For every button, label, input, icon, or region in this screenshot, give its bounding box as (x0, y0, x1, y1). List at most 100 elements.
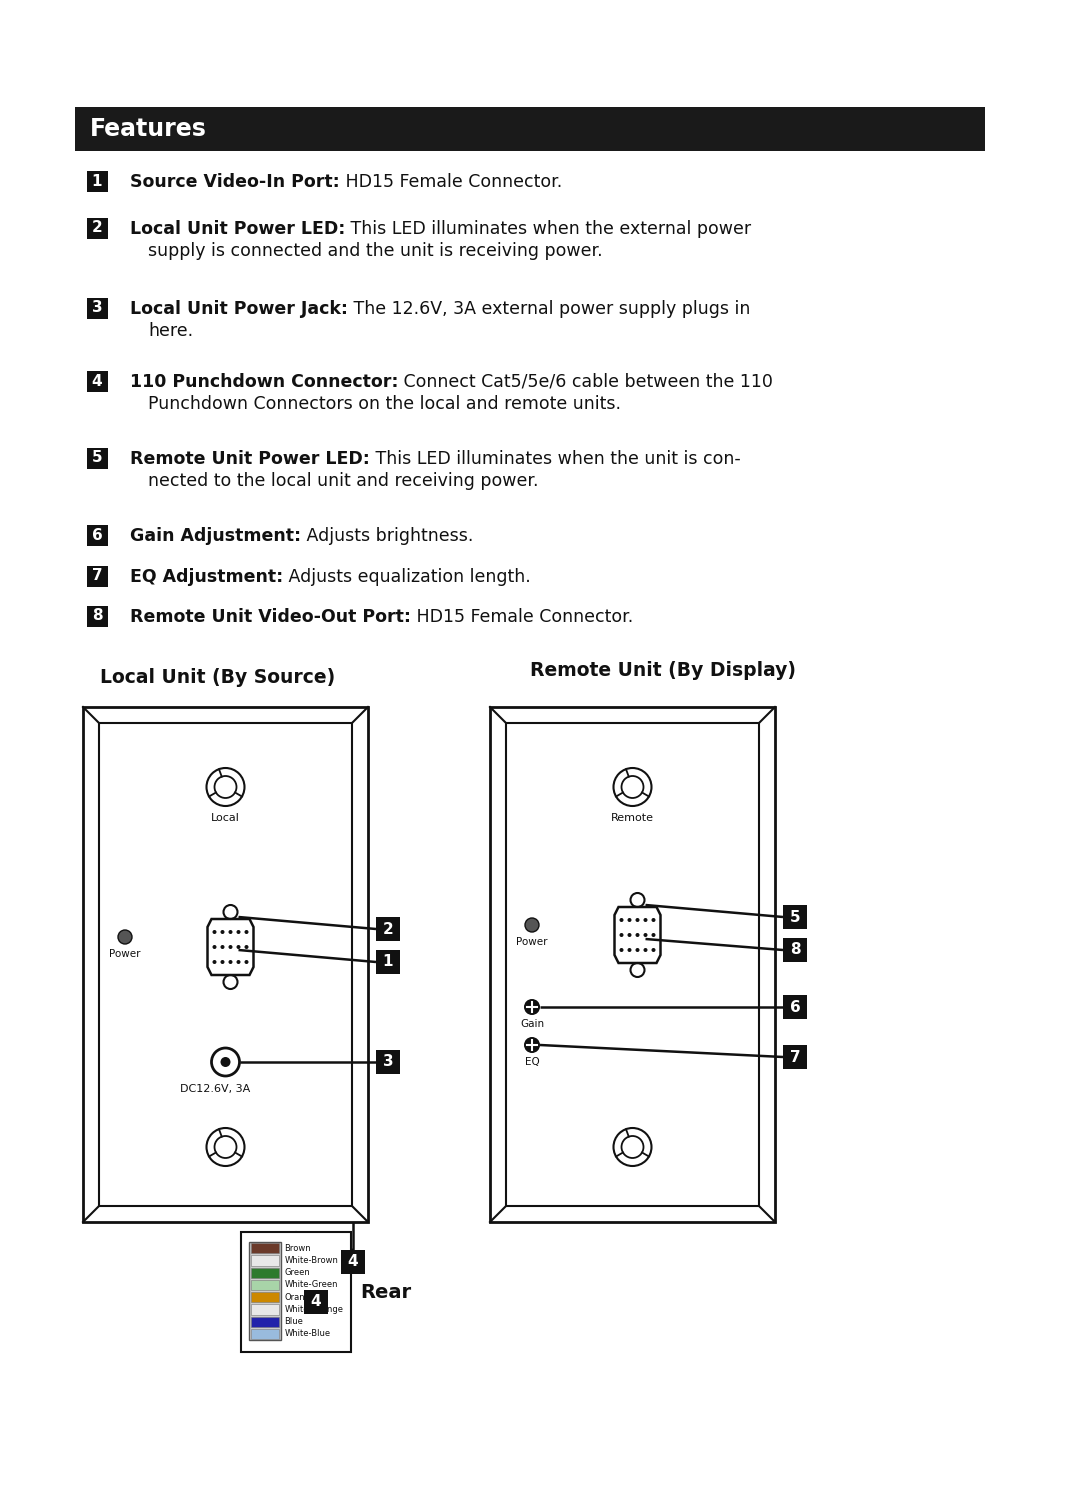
Circle shape (220, 1057, 230, 1068)
Circle shape (213, 930, 216, 935)
Circle shape (620, 948, 623, 951)
Bar (376, 950, 400, 974)
Text: Adjusts equalization length.: Adjusts equalization length. (283, 568, 531, 586)
Bar (86, 217, 108, 239)
Bar (251, 1243, 279, 1253)
Text: Local Unit (By Source): Local Unit (By Source) (100, 667, 335, 687)
Circle shape (627, 918, 632, 923)
Text: 7: 7 (92, 568, 103, 583)
Bar (490, 707, 775, 1222)
Circle shape (244, 960, 248, 963)
Text: This LED illuminates when the external power: This LED illuminates when the external p… (346, 220, 752, 239)
Text: EQ Adjustment:: EQ Adjustment: (130, 568, 283, 586)
Text: Local: Local (211, 812, 240, 823)
Circle shape (620, 933, 623, 938)
Text: 1: 1 (382, 954, 393, 969)
Text: Source Video-In Port:: Source Video-In Port: (130, 174, 340, 190)
Bar (251, 1255, 279, 1265)
Text: Punchdown Connectors on the local and remote units.: Punchdown Connectors on the local and re… (148, 396, 621, 414)
Circle shape (237, 960, 241, 963)
Circle shape (651, 933, 656, 938)
Bar (86, 171, 108, 192)
Circle shape (213, 945, 216, 948)
Bar (251, 1293, 279, 1302)
Text: nected to the local unit and receiving power.: nected to the local unit and receiving p… (148, 473, 539, 491)
Circle shape (627, 948, 632, 951)
Text: Connect Cat5/5e/6 cable between the 110: Connect Cat5/5e/6 cable between the 110 (399, 373, 773, 391)
Bar (251, 1280, 279, 1290)
Text: 6: 6 (92, 527, 103, 542)
Text: 1: 1 (92, 174, 103, 189)
Bar (376, 1049, 400, 1074)
Bar (251, 1329, 279, 1339)
Bar (241, 1232, 351, 1351)
Circle shape (620, 918, 623, 923)
Bar (251, 1317, 279, 1327)
Circle shape (627, 933, 632, 938)
Bar (783, 1045, 807, 1069)
Bar (86, 606, 108, 627)
Text: 4: 4 (92, 373, 103, 388)
Circle shape (524, 1037, 540, 1052)
Text: 3: 3 (382, 1054, 393, 1069)
Text: Remote Unit (By Display): Remote Unit (By Display) (530, 661, 796, 680)
Bar (86, 524, 108, 545)
Text: Features: Features (90, 116, 207, 140)
Circle shape (220, 960, 225, 963)
Text: White-Brown: White-Brown (284, 1256, 338, 1265)
Circle shape (220, 930, 225, 935)
Text: 2: 2 (92, 220, 103, 236)
Text: White-Orange: White-Orange (284, 1305, 343, 1314)
Bar (83, 707, 368, 1222)
Bar (783, 995, 807, 1019)
Circle shape (525, 918, 539, 932)
Text: Local Unit Power Jack:: Local Unit Power Jack: (130, 300, 348, 319)
Text: 6: 6 (789, 1000, 800, 1015)
Text: Brown: Brown (284, 1244, 311, 1253)
Circle shape (118, 930, 132, 944)
Circle shape (229, 945, 232, 948)
Circle shape (651, 948, 656, 951)
Bar (86, 297, 108, 319)
Circle shape (635, 933, 639, 938)
Text: Gain: Gain (519, 1019, 544, 1028)
Text: Local Unit Power LED:: Local Unit Power LED: (130, 220, 346, 239)
Bar (86, 370, 108, 391)
Text: Blue: Blue (284, 1317, 303, 1326)
Bar (75, 107, 985, 151)
Text: 8: 8 (92, 609, 103, 624)
Bar (86, 447, 108, 468)
Text: 4: 4 (348, 1255, 359, 1270)
Bar (507, 723, 759, 1206)
Text: Green: Green (284, 1268, 310, 1277)
Bar (251, 1305, 279, 1315)
Circle shape (524, 1000, 540, 1015)
Bar (376, 917, 400, 941)
Circle shape (244, 930, 248, 935)
Text: Orange: Orange (284, 1293, 315, 1302)
Circle shape (229, 930, 232, 935)
Text: Remote Unit Power LED:: Remote Unit Power LED: (130, 450, 369, 468)
Bar (86, 566, 108, 586)
Text: 5: 5 (92, 450, 103, 465)
Text: 8: 8 (789, 942, 800, 957)
Circle shape (220, 945, 225, 948)
Text: The 12.6V, 3A external power supply plugs in: The 12.6V, 3A external power supply plug… (348, 300, 751, 319)
Text: Adjusts brightness.: Adjusts brightness. (301, 527, 473, 545)
Text: 3: 3 (92, 300, 103, 316)
Circle shape (644, 918, 648, 923)
Text: Power: Power (109, 948, 140, 959)
Bar (248, 1243, 281, 1339)
Text: DC12.6V, 3A: DC12.6V, 3A (180, 1084, 251, 1095)
Circle shape (635, 948, 639, 951)
Text: 110 Punchdown Connector:: 110 Punchdown Connector: (130, 373, 399, 391)
Text: here.: here. (148, 322, 193, 340)
Text: Gain Adjustment:: Gain Adjustment: (130, 527, 301, 545)
Text: 5: 5 (789, 909, 800, 924)
Text: White-Blue: White-Blue (284, 1329, 330, 1338)
Circle shape (651, 918, 656, 923)
Circle shape (237, 945, 241, 948)
Text: White-Green: White-Green (284, 1280, 338, 1290)
Bar (341, 1250, 365, 1274)
Text: 4: 4 (310, 1294, 321, 1309)
